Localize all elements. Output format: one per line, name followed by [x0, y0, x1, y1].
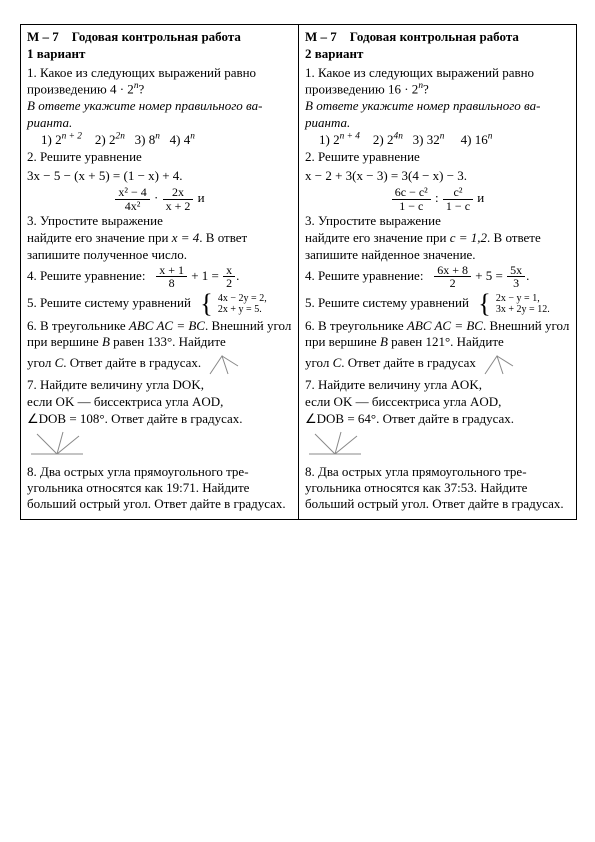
- q2-eq: 3x − 5 − (x + 5) = (1 − x) + 4.: [27, 168, 292, 184]
- opt2: 2) 22n: [95, 132, 125, 147]
- q1-instr: В ответе укажите номер правильного ва­ри…: [305, 98, 570, 131]
- q6: 6. В треугольнике ABC AC = BC. Внешний у…: [27, 318, 292, 351]
- triangle-icon: [204, 352, 240, 376]
- q3-expr: 6c − c²1 − c : c²1 − c и: [305, 186, 570, 212]
- q7-a: 7. Найдите величину угла AOK,: [305, 377, 570, 393]
- header-2: М – 7 Годовая контрольная работа: [305, 29, 570, 45]
- title-main: Годовая контрольная работа: [72, 29, 241, 44]
- opt4: 4) 4n: [170, 132, 195, 147]
- angle-icon: [27, 411, 39, 426]
- q5: 5. Решите систему уравнений { 4x − 2y = …: [27, 291, 292, 317]
- title-main: Годовая контрольная работа: [350, 29, 519, 44]
- q1-line2: произведению 4 · 2: [27, 81, 134, 96]
- q7-c: DOB = 64°. Ответ дайте в градусах.: [305, 411, 570, 427]
- opt3: 3) 8n: [135, 132, 160, 147]
- q3-b: найдите его значение при c = 1,2. В отве…: [305, 230, 570, 263]
- q2: 2. Решите уравнение: [27, 149, 292, 165]
- q1-options: 1) 2n + 4 2) 24n 3) 32n 4) 16n: [305, 132, 570, 149]
- q8: 8. Два острых угла прямоугольного тре­уг…: [27, 464, 292, 513]
- q1-q: ?: [138, 81, 144, 96]
- q8: 8. Два острых угла прямоугольного тре­уг…: [305, 464, 570, 513]
- q3-expr: x² − 44x² · 2xx + 2 и: [27, 186, 292, 212]
- variant-2: М – 7 Годовая контрольная работа 2 вариа…: [299, 25, 576, 519]
- q6-line2: угол C. Ответ дайте в градусах: [305, 352, 570, 376]
- q1: 1. Какое из следующих выражений равно пр…: [305, 65, 570, 98]
- q3-text: 3. Упростите выражение: [305, 213, 570, 229]
- q1-line1: 1. Какое из следующих выражений равно: [27, 65, 256, 80]
- q4: 4. Решите уравнение: 6x + 82 + 5 = 5x3.: [305, 264, 570, 290]
- variant-label-1: 1 вариант: [27, 46, 292, 62]
- q6: 6. В треугольнике ABC AC = BC. Внешний у…: [305, 318, 570, 351]
- angle-diagram: [27, 428, 292, 462]
- q6-line2: угол C. Ответ дайте в градусах.: [27, 352, 292, 376]
- q7-b: если OK — биссектриса угла AOD,: [305, 394, 570, 410]
- q3-frac2: 2xx + 2: [163, 186, 194, 212]
- q4: 4. Решите уравнение: x + 18 + 1 = x2.: [27, 264, 292, 290]
- q3-b: найдите его значение при x = 4. В ответ …: [27, 230, 292, 263]
- q7-c: DOB = 108°. Ответ дайте в градусах.: [27, 411, 292, 427]
- q5: 5. Решите систему уравнений { 2x − y = 1…: [305, 291, 570, 317]
- q4-frac2: x2: [223, 264, 235, 290]
- triangle-icon: [479, 352, 515, 376]
- variant-1: М – 7 Годовая контрольная работа 1 вариа…: [21, 25, 299, 519]
- q3-frac1: x² − 44x²: [115, 186, 149, 212]
- q3-text: 3. Упростите выражение: [27, 213, 292, 229]
- header-1: М – 7 Годовая контрольная работа: [27, 29, 292, 45]
- title-prefix: М – 7: [305, 29, 337, 44]
- brace-icon: {: [478, 291, 490, 317]
- angle-diagram: [305, 428, 570, 462]
- q4-frac1: x + 18: [156, 264, 187, 290]
- q2-eq: x − 2 + 3(x − 3) = 3(4 − x) − 3.: [305, 168, 570, 184]
- opt1: 1) 2n + 2: [41, 132, 82, 147]
- angle-icon: [305, 411, 317, 426]
- q5-system: 4x − 2y = 2, 2x + y = 5.: [218, 293, 267, 316]
- q7-a: 7. Найдите величину угла DOK,: [27, 377, 292, 393]
- q1-instr: В ответе укажите номер правильного ва­ри…: [27, 98, 292, 131]
- variant-label-2: 2 вариант: [305, 46, 570, 62]
- q7-b: если OK — биссектриса угла AOD,: [27, 394, 292, 410]
- q1: 1. Какое из следующих выражений равно пр…: [27, 65, 292, 98]
- q2: 2. Решите уравнение: [305, 149, 570, 165]
- q1-options: 1) 2n + 2 2) 22n 3) 8n 4) 4n: [27, 132, 292, 149]
- worksheet-page: М – 7 Годовая контрольная работа 1 вариа…: [20, 24, 577, 520]
- title-prefix: М – 7: [27, 29, 59, 44]
- brace-icon: {: [200, 291, 212, 317]
